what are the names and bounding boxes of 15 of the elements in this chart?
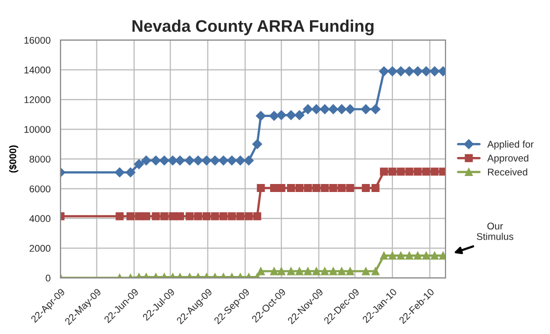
chart-title: Nevada County ARRA Funding [132, 20, 374, 36]
y-tick-label: 10000 [24, 126, 50, 133]
y-axis-title: ($000) [8, 145, 18, 173]
y-tick-label: 12000 [24, 96, 50, 104]
y-tick-label: 0 [46, 274, 50, 282]
y-tick-label: 4000 [29, 215, 50, 222]
y-tick-label: 2000 [30, 244, 50, 252]
y-tick-label: 16000 [24, 36, 50, 44]
y-tick-label: 6000 [30, 185, 50, 192]
legend-label: Applied for [487, 140, 534, 150]
y-tick-label: 8000 [30, 156, 50, 163]
legend-label: Received [488, 168, 528, 176]
text: Our Stimulus [476, 222, 514, 240]
legend-label: Approved [487, 154, 528, 164]
y-tick-label: 14000 [24, 66, 50, 74]
